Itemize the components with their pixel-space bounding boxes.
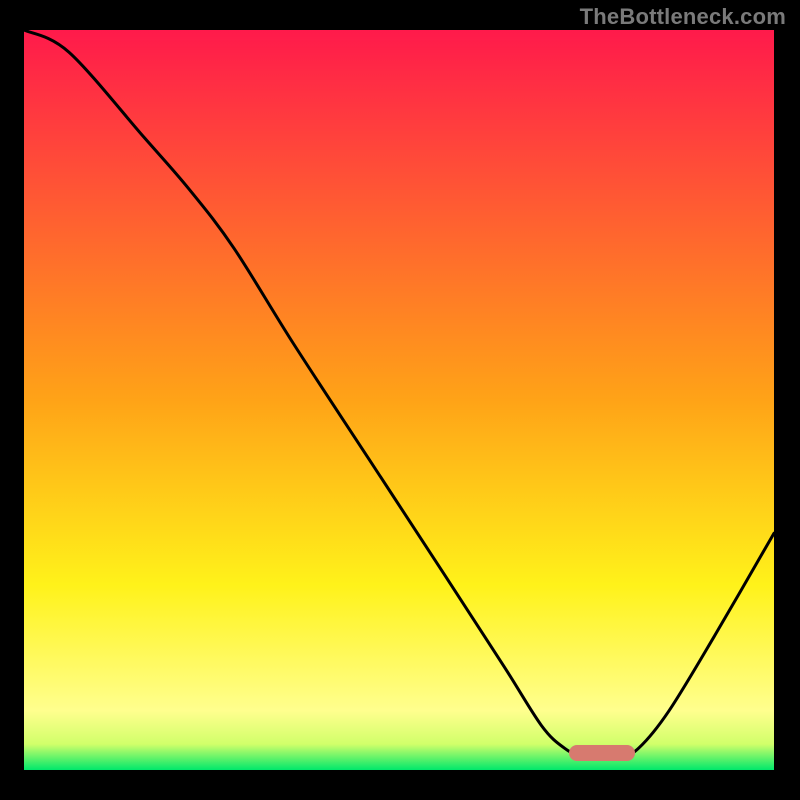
optimal-range-marker [569, 745, 635, 761]
plot-gradient-background [24, 30, 774, 770]
chart-container: TheBottleneck.com [0, 0, 800, 800]
watermark-text: TheBottleneck.com [580, 4, 786, 30]
